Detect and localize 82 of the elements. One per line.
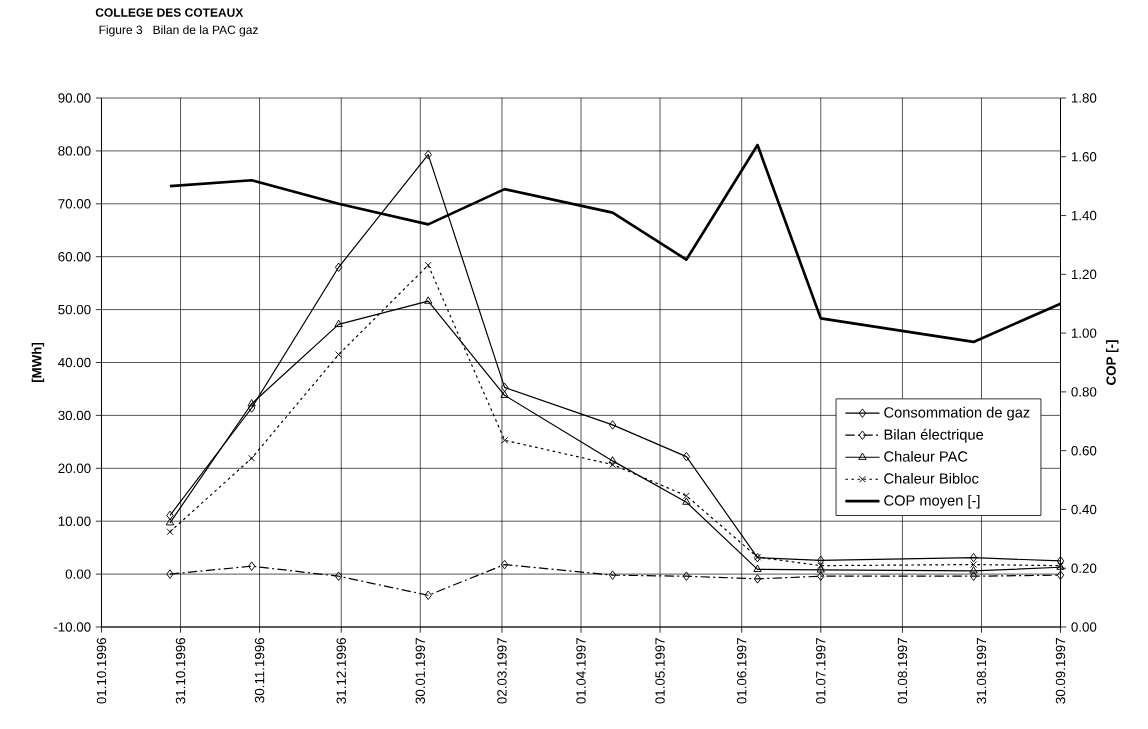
point	[248, 561, 256, 571]
point	[424, 261, 432, 269]
point	[753, 574, 762, 584]
point	[500, 382, 509, 393]
point	[166, 569, 174, 579]
point	[248, 454, 256, 462]
chart-subtitle: Figure 3 Bilan de la PAC gaz	[99, 25, 258, 37]
point	[334, 571, 343, 581]
point	[682, 451, 691, 462]
y2-tick-label: 1.60	[1071, 152, 1097, 162]
point	[501, 436, 509, 444]
x-tick-label: 01.05.1997	[655, 638, 665, 704]
y2-tick-label: 0.60	[1071, 445, 1097, 456]
y-tick-label: 50.00	[58, 304, 91, 315]
x-tick-label: 31.10.1996	[175, 637, 186, 704]
legend-label: Chaleur Bibloc	[884, 472, 979, 484]
point	[247, 399, 256, 407]
point	[609, 461, 617, 469]
point	[969, 571, 978, 581]
y-tick-label: 80.00	[58, 146, 91, 156]
point	[682, 497, 691, 505]
y2-tick-label: 1.00	[1071, 328, 1097, 338]
point	[608, 570, 617, 580]
x-tick-label: 02.03.1997	[497, 638, 507, 704]
y-tick-label: 0.00	[65, 569, 91, 579]
x-tick-label: 01.10.1996	[96, 637, 107, 704]
point	[682, 571, 691, 581]
point	[334, 319, 343, 328]
point	[1056, 570, 1065, 580]
point	[817, 555, 825, 566]
x-tick-label: 01.08.1997	[897, 638, 908, 704]
y-tick-label: 60.00	[58, 251, 91, 262]
y-tick-label: 30.00	[58, 410, 91, 421]
y-tick-label: -10.00	[53, 622, 91, 632]
point	[817, 562, 825, 570]
y-tick-label: 70.00	[58, 199, 91, 209]
point	[424, 149, 432, 160]
x-tick-label: 30.01.1997	[415, 638, 425, 704]
legend-label: Bilan électrique	[884, 428, 984, 443]
y-tick-label: 20.00	[58, 463, 91, 474]
point	[608, 456, 617, 464]
point	[816, 565, 825, 573]
y2-tick-label: 1.80	[1071, 93, 1097, 103]
point	[335, 351, 343, 359]
x-tick-label: 30.11.1996	[254, 637, 265, 703]
point	[166, 510, 174, 521]
point	[424, 296, 433, 304]
y2-axis-title: COP [-]	[1106, 340, 1119, 385]
legend-label: COP moyen [-]	[884, 494, 980, 509]
y2-tick-label: 1.40	[1071, 210, 1097, 221]
x-tick-label: 30.09.1997	[1055, 638, 1066, 704]
point	[753, 564, 762, 572]
point	[424, 590, 432, 600]
x-tick-label: 01.06.1997	[737, 638, 747, 704]
point	[608, 420, 617, 430]
y2-tick-label: 0.00	[1071, 622, 1097, 632]
x-tick-label: 01.07.1997	[816, 638, 826, 704]
point	[682, 492, 690, 500]
x-tick-label: 31.08.1997	[976, 638, 987, 704]
y2-tick-label: 0.20	[1071, 563, 1097, 573]
point	[970, 561, 978, 569]
y2-tick-label: 0.40	[1071, 504, 1097, 515]
x-tick-label: 31.12.1996	[336, 637, 346, 704]
y-tick-label: 10.00	[58, 516, 91, 526]
y2-tick-label: 0.80	[1071, 387, 1097, 397]
x-tick-label: 01.04.1997	[576, 638, 586, 704]
point	[969, 566, 978, 574]
point	[500, 390, 509, 398]
legend-label: Consommation de gaz	[884, 406, 1030, 421]
y2-tick-label: 1.20	[1071, 269, 1097, 280]
point	[248, 403, 256, 413]
point	[166, 528, 174, 536]
point	[500, 559, 509, 570]
point	[334, 262, 343, 273]
point	[165, 518, 175, 526]
point	[817, 571, 825, 581]
y-tick-label: 40.00	[58, 357, 91, 368]
y-axis-title: [MWh]	[31, 342, 45, 383]
legend-label: Chaleur PAC	[884, 450, 968, 462]
point	[969, 552, 978, 563]
chart-title: COLLEGE DES COTEAUX	[95, 8, 244, 17]
y-tick-label: 90.00	[58, 93, 91, 103]
